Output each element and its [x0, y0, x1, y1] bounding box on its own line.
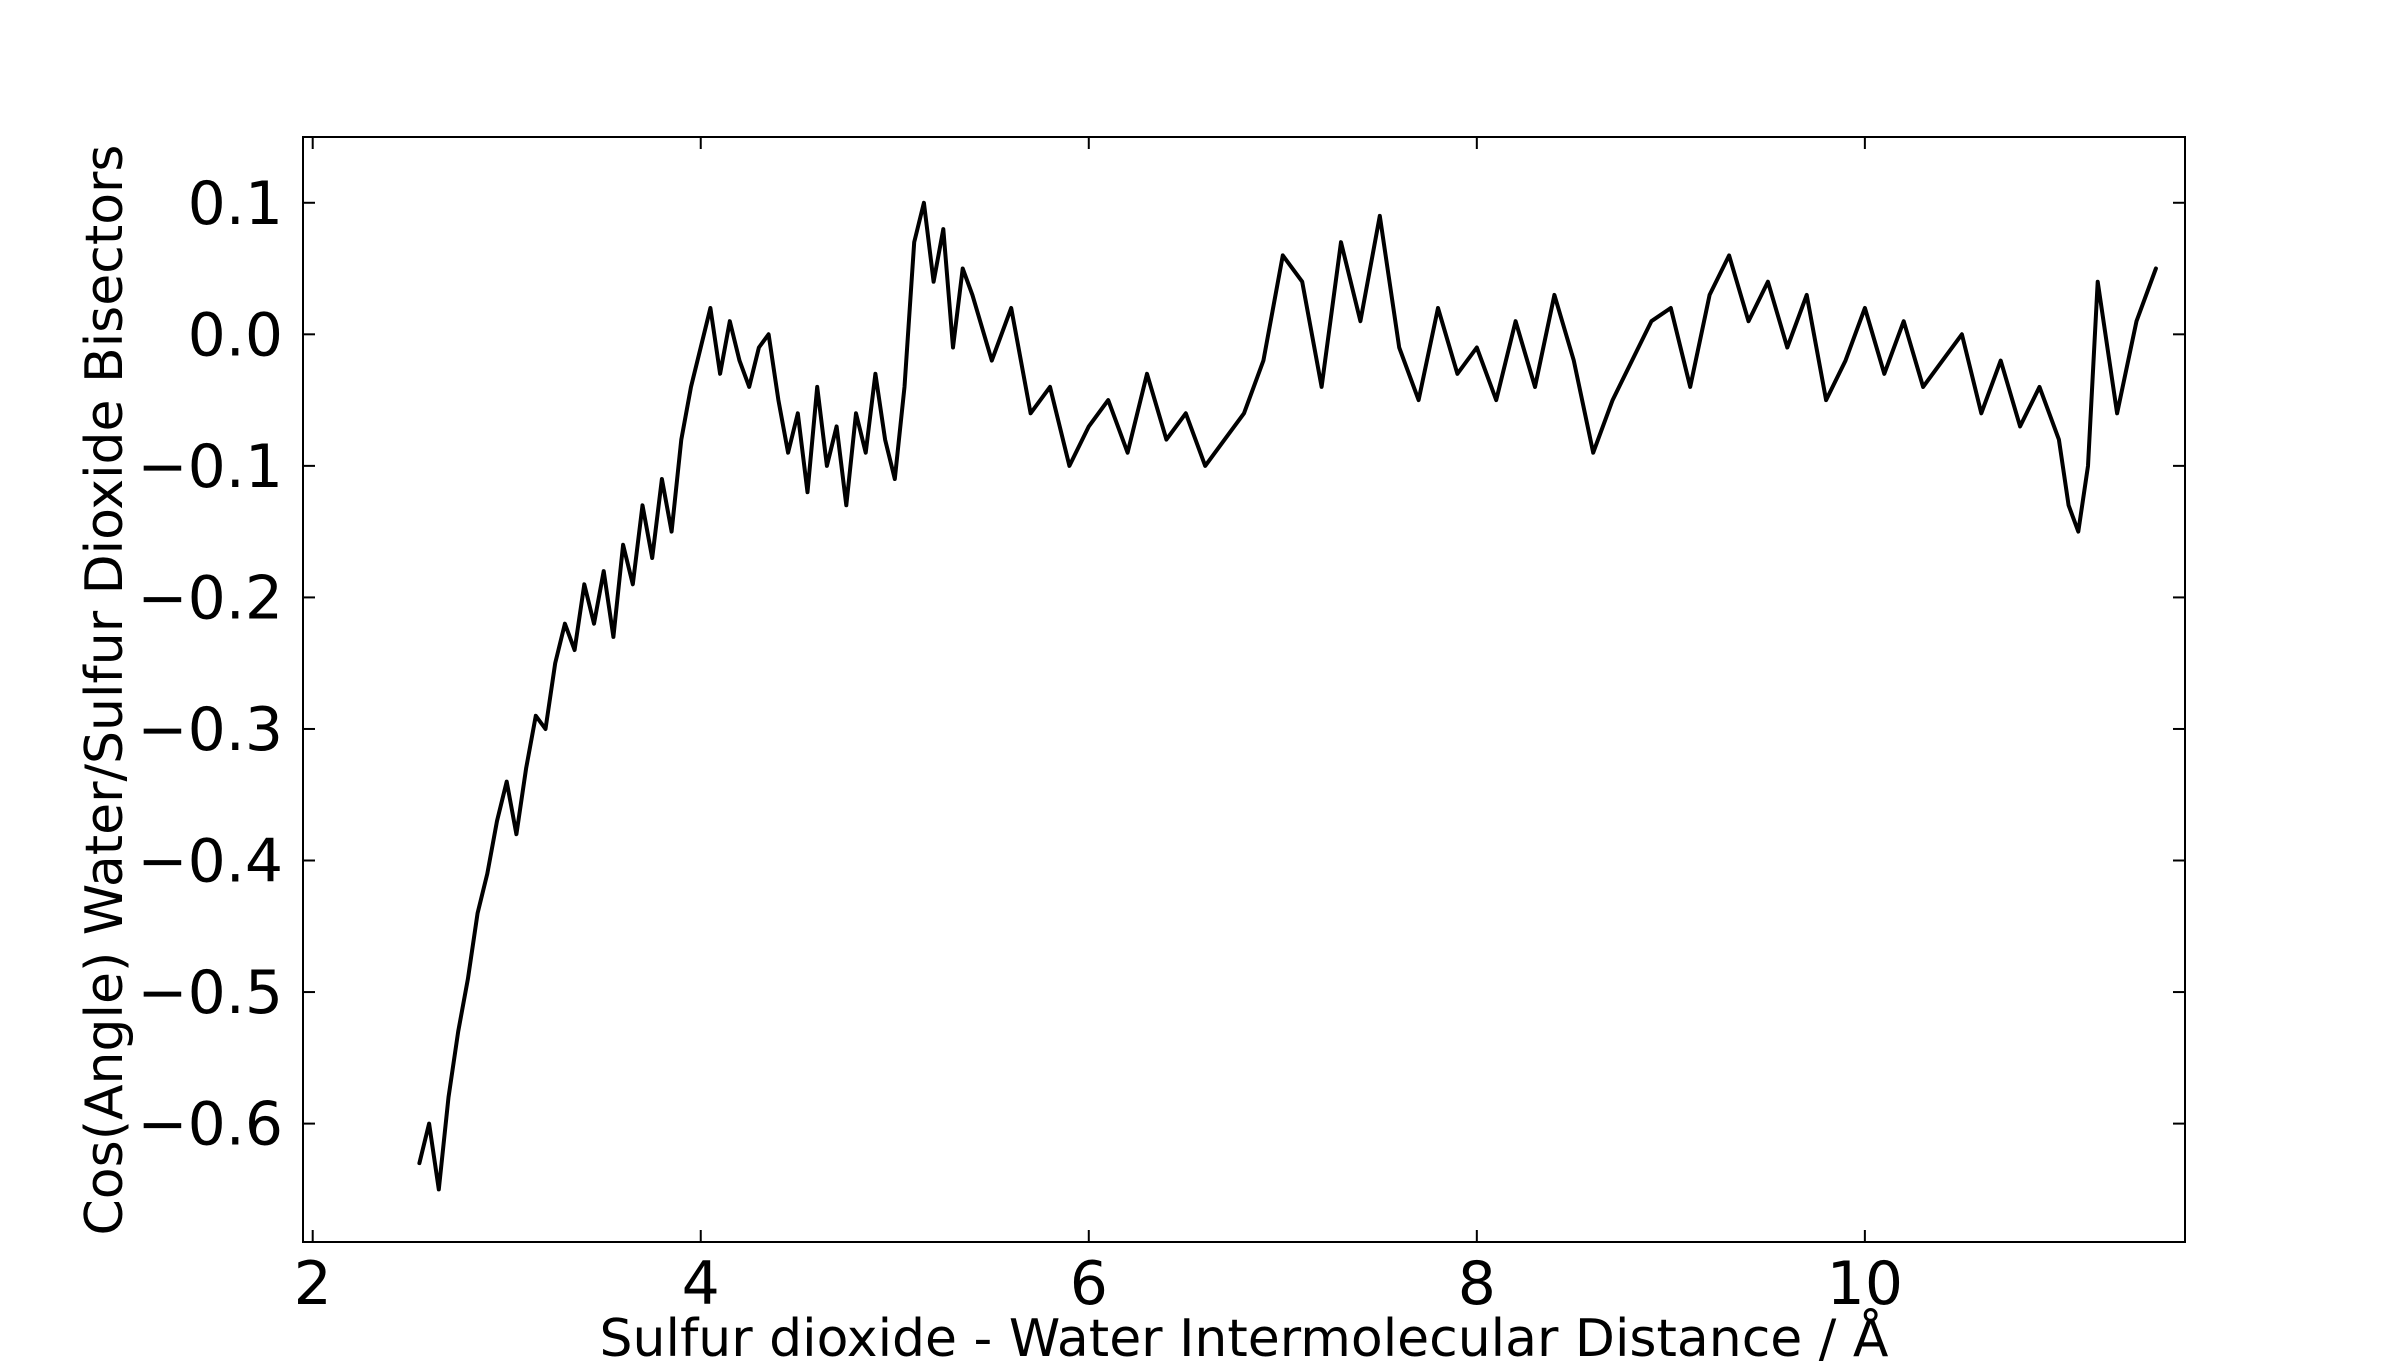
- plot-frame: [302, 136, 2186, 1243]
- x-axis-label: Sulfur dioxide - Water Intermolecular Di…: [600, 1307, 1889, 1366]
- y-tick-label: −0.6: [137, 1090, 283, 1160]
- x-axis-ticks: 2 4 6 8 10: [294, 137, 1903, 1319]
- y-axis-ticks: −0.6 −0.5 −0.4 −0.3 −0.2 −0.1 0.0 0.1: [137, 169, 2185, 1160]
- y-tick-label: −0.5: [137, 958, 283, 1028]
- y-tick-label: −0.4: [137, 827, 283, 897]
- x-tick-label: 10: [1827, 1249, 1903, 1319]
- x-tick-label: 8: [1458, 1249, 1496, 1319]
- y-axis-label: Cos(Angle) Water/Sulfur Dioxide Bisector…: [75, 144, 135, 1235]
- y-tick-label: −0.3: [137, 695, 283, 765]
- x-tick-label: 6: [1070, 1249, 1108, 1319]
- series-line: [417, 200, 2158, 1192]
- y-tick-label: 0.0: [188, 300, 283, 370]
- y-tick-label: −0.1: [137, 432, 283, 502]
- y-tick-label: 0.1: [188, 169, 283, 239]
- y-tick-label: −0.2: [137, 563, 283, 633]
- x-tick-label: 2: [294, 1249, 332, 1319]
- x-tick-label: 4: [682, 1249, 720, 1319]
